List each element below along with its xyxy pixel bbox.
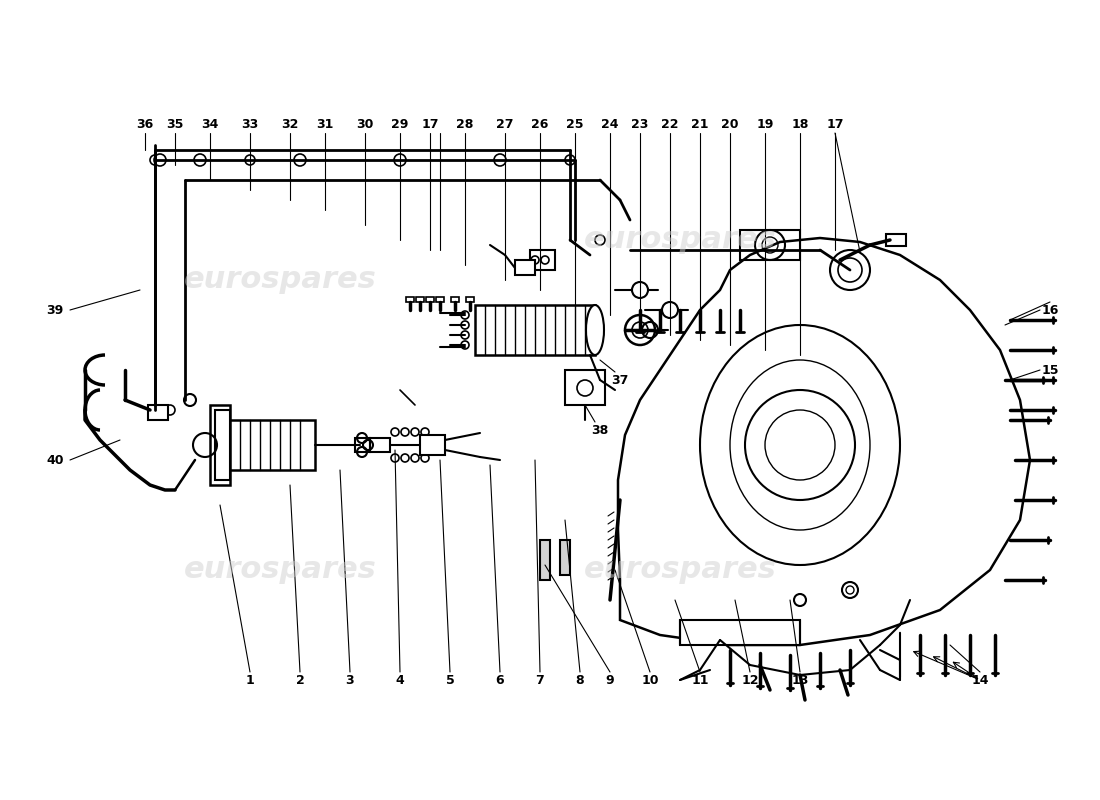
Bar <box>426 297 434 302</box>
Text: 32: 32 <box>282 118 299 131</box>
Text: 31: 31 <box>317 118 333 131</box>
Text: 26: 26 <box>531 118 549 131</box>
Text: 10: 10 <box>641 674 659 686</box>
Text: eurospares: eurospares <box>584 226 777 254</box>
Text: 9: 9 <box>606 674 614 686</box>
Text: 11: 11 <box>691 674 708 686</box>
Text: 36: 36 <box>136 118 154 131</box>
Circle shape <box>494 154 506 166</box>
Text: 1: 1 <box>245 674 254 686</box>
Circle shape <box>154 154 166 166</box>
PathPatch shape <box>618 238 1030 645</box>
Bar <box>406 297 414 302</box>
Bar <box>148 405 168 420</box>
Text: 15: 15 <box>1042 363 1058 377</box>
Text: 21: 21 <box>691 118 708 131</box>
Bar <box>355 438 370 452</box>
Bar <box>530 250 556 270</box>
Text: 38: 38 <box>592 423 608 437</box>
Bar <box>560 540 570 575</box>
Text: 19: 19 <box>757 118 773 131</box>
Text: 20: 20 <box>722 118 739 131</box>
Text: eurospares: eurospares <box>184 555 376 585</box>
Bar <box>680 620 800 645</box>
Bar <box>370 438 390 452</box>
Bar <box>886 234 906 246</box>
Bar <box>210 405 230 485</box>
Circle shape <box>194 154 206 166</box>
Text: 29: 29 <box>392 118 409 131</box>
Text: 12: 12 <box>741 674 759 686</box>
Bar <box>436 297 444 302</box>
Circle shape <box>294 154 306 166</box>
Text: 39: 39 <box>46 303 64 317</box>
Text: 34: 34 <box>201 118 219 131</box>
Bar <box>214 410 230 480</box>
Text: 33: 33 <box>241 118 258 131</box>
Text: eurospares: eurospares <box>184 266 376 294</box>
Text: 14: 14 <box>971 674 989 686</box>
Text: 22: 22 <box>661 118 679 131</box>
Bar <box>540 540 550 580</box>
Bar <box>451 297 459 302</box>
Text: 40: 40 <box>46 454 64 466</box>
Text: 25: 25 <box>566 118 584 131</box>
Circle shape <box>394 154 406 166</box>
Bar <box>475 305 595 355</box>
Text: 30: 30 <box>356 118 374 131</box>
Text: 7: 7 <box>536 674 544 686</box>
Text: 6: 6 <box>496 674 504 686</box>
Ellipse shape <box>586 305 604 355</box>
Text: 17: 17 <box>421 118 439 131</box>
Text: 18: 18 <box>791 118 808 131</box>
Text: 5: 5 <box>446 674 454 686</box>
Text: 17: 17 <box>826 118 844 131</box>
Text: 23: 23 <box>631 118 649 131</box>
Text: 4: 4 <box>396 674 405 686</box>
Bar <box>416 297 424 302</box>
Bar <box>740 230 800 260</box>
Text: 3: 3 <box>345 674 354 686</box>
Bar <box>466 297 474 302</box>
Bar <box>214 420 315 470</box>
Bar <box>420 435 446 455</box>
Text: 2: 2 <box>296 674 305 686</box>
Text: 16: 16 <box>1042 303 1058 317</box>
Text: 37: 37 <box>612 374 629 386</box>
Text: 27: 27 <box>496 118 514 131</box>
Bar <box>515 260 535 275</box>
Text: 35: 35 <box>166 118 184 131</box>
Text: 24: 24 <box>602 118 618 131</box>
Bar <box>565 370 605 405</box>
Text: 28: 28 <box>456 118 474 131</box>
Text: eurospares: eurospares <box>584 555 777 585</box>
Text: 8: 8 <box>575 674 584 686</box>
Text: 13: 13 <box>791 674 808 686</box>
